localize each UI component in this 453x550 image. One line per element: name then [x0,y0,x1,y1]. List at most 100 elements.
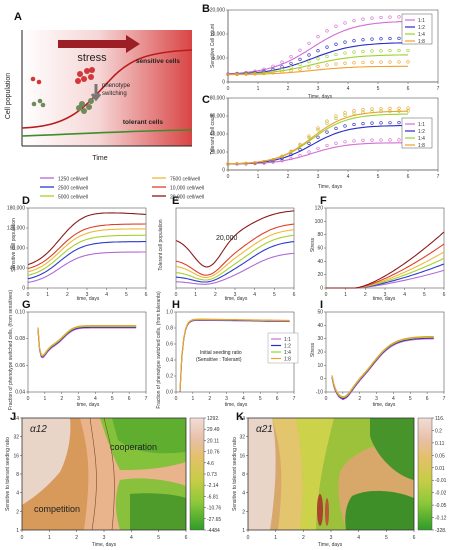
panel-c-point [307,141,311,145]
x-tick-label: 2 [302,535,305,541]
panel-c-point [325,119,329,123]
x-tick-label: 1 [48,535,51,541]
panel-c-legend [401,117,433,149]
x-tick-label: 1 [257,174,260,180]
x-tick-label: 4 [242,396,245,402]
y-tick-label: 64 [239,416,245,422]
panel-b-point [316,64,320,68]
panel-j-alpha: α12 [30,424,47,435]
panel-c-point [379,121,383,125]
panel-b-point [406,60,410,64]
x-tick-label: 0 [227,174,230,180]
x-tick-label: 5 [259,396,262,402]
y-tick-label: 80,000 [210,96,226,102]
sensitive-curve [21,49,193,129]
x-tick-label: 4 [253,292,256,298]
panel-i-series [331,337,434,399]
panel-g-series [37,325,137,357]
switching-label-1: phenotype [102,83,131,89]
panel-c-point [316,128,320,132]
panel-e: 0 1 2 3 4 5 6 Tolerant cell population time, d… [158,207,296,302]
panel-f-ylabel: Stress [310,237,316,252]
x-tick-label: 1 [46,292,49,298]
panel-label-a: A [14,11,22,23]
y-tick-label: 0.04 [15,390,25,396]
y-tick-label: 20 [317,272,323,278]
panel-c-point [307,150,311,154]
sensitive-cell-cluster [75,67,95,84]
panel-label-j: J [10,411,16,423]
x-tick-label: 1 [191,396,194,402]
panel-k-colorbar [417,417,433,531]
panel-c-point [307,134,311,138]
stress-label: stress [77,52,107,64]
y-tick-label: 45,000 [10,266,26,272]
panel-c-point [316,146,320,151]
x-tick-label: 7 [437,86,440,92]
panel-label-d: D [22,195,30,207]
panel-c-point [253,161,257,165]
panel-c-point [370,121,374,125]
y-tick-label: 2 [16,509,19,515]
panel-b-point [316,57,320,61]
panel-b-point [352,19,356,23]
panel-h-annotation-2: (Sensitive : Tolerant) [196,357,242,363]
x-tick-label: 4 [403,292,406,298]
panel-b-point [307,66,311,70]
legend-label: 1:8 [418,39,425,45]
x-tick-label: 1 [194,292,197,298]
x-tick-label: 3 [375,396,378,402]
y-tick-label: 0.0 [166,390,173,396]
y-tick-label: 0.4 [166,358,173,364]
x-tick-label: 5 [377,86,380,92]
panel-c-point [289,149,293,153]
panel-h-series [179,318,290,391]
colorbar-label: 0.73 [207,472,217,478]
x-tick-label: 2 [214,292,217,298]
y-tick-label: 30 [317,336,323,342]
panel-b: 0 1 2 3 4 5 6 7 0 5,000 10,000 20,000 Sensitive Cel… [210,8,440,101]
panel-b-point [334,52,338,57]
y-tick-label: -10 [316,390,323,396]
panel-b-point [298,62,302,67]
panel-label-c: C [202,94,210,106]
panel-c-point [298,142,302,146]
x-tick-label: 5 [157,535,160,541]
panel-b-point [334,62,338,66]
x-tick-label: 6 [407,174,410,180]
y-tick-label: 4 [16,491,19,497]
panel-f-xlabel: time, days [373,296,396,302]
density-legend-label: 5000 cell/well [58,195,88,201]
panel-c-point [343,113,347,117]
panel-c-point [397,106,401,110]
x-tick-label: 0 [175,396,178,402]
legend-label: 1:1 [284,337,291,343]
panel-b-point [307,53,311,57]
panel-b-point [343,61,347,65]
x-tick-label: 3 [317,174,320,180]
y-tick-label: 1.0 [166,310,173,316]
panel-b-point [307,41,311,45]
panel-label-h: H [172,299,180,311]
tolerant-curve [21,129,193,137]
legend-label: 1:8 [418,143,425,149]
panel-g-series [37,327,137,359]
y-tick-label: 20,000 [210,8,226,14]
panel-b-point [379,60,383,64]
x-tick-label: 6 [128,396,131,402]
panel-e-annotation: 20,000 [216,235,238,242]
panel-a-ylabel: Cell population [5,73,12,119]
panel-b-point [406,48,410,53]
x-tick-label: 6 [407,86,410,92]
y-tick-label: 4 [242,491,245,497]
y-tick-label: 0.8 [166,326,173,332]
y-tick-label: 64 [13,416,19,422]
panel-c-point [352,139,356,143]
y-tick-label: 16 [13,453,19,459]
panel-b-point [370,49,374,53]
panel-h-xlabel: time, days [225,402,248,408]
panel-label-e: E [172,195,179,207]
y-tick-label: 100 [315,219,324,225]
panel-c-point [370,138,374,142]
